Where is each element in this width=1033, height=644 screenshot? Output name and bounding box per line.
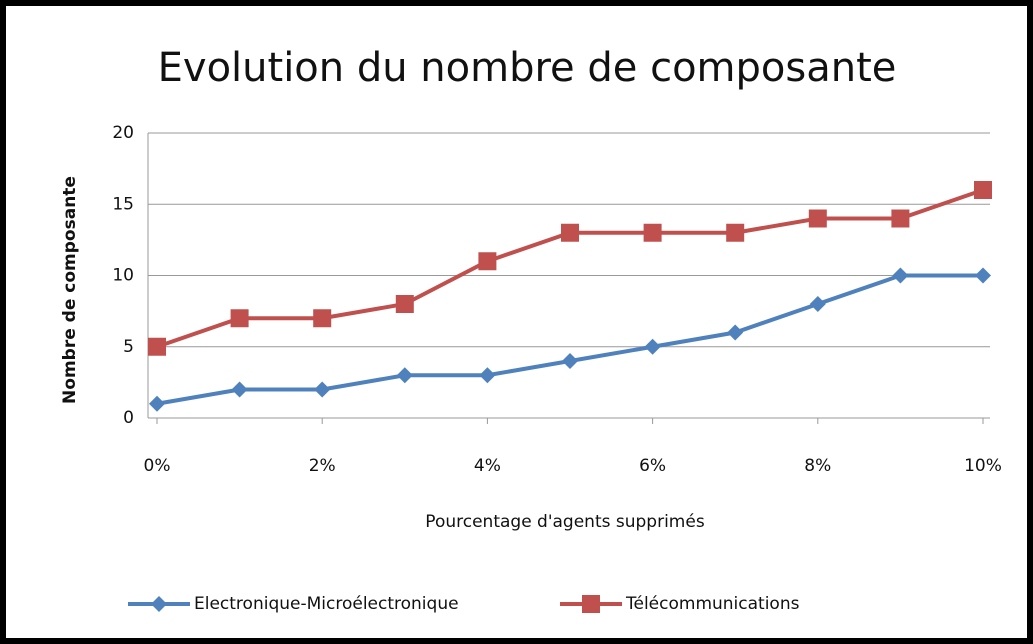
data-point xyxy=(975,267,991,284)
data-point xyxy=(314,381,331,398)
data-point xyxy=(644,338,661,355)
data-point xyxy=(561,223,579,242)
legend-label: Télécommunications xyxy=(625,594,800,614)
x-tick-label: 2% xyxy=(309,456,336,476)
data-point xyxy=(891,209,910,228)
legend-marker xyxy=(151,596,167,612)
y-tick-label: 15 xyxy=(112,194,134,214)
data-point xyxy=(479,367,496,384)
data-point xyxy=(562,353,578,369)
x-tick-label: 4% xyxy=(474,456,501,476)
data-point xyxy=(974,181,992,199)
x-tick-label: 8% xyxy=(804,456,831,476)
data-point xyxy=(230,309,249,328)
data-point xyxy=(809,296,826,312)
x-axis-label: Pourcentage d'agents supprimés xyxy=(425,512,705,532)
y-tick-label: 10 xyxy=(112,266,134,286)
y-axis-label: Nombre de composante xyxy=(60,176,80,404)
legend-marker xyxy=(582,595,600,613)
data-point xyxy=(149,395,165,412)
data-point xyxy=(726,223,745,242)
legend-label: Electronique-Microélectronique xyxy=(194,594,459,614)
y-tick-label: 5 xyxy=(123,337,134,357)
data-point xyxy=(727,324,744,341)
data-point xyxy=(643,223,662,242)
chart-title: Evolution du nombre de composante xyxy=(158,45,897,91)
data-point xyxy=(313,309,332,328)
data-point xyxy=(148,337,166,356)
data-point xyxy=(808,209,827,228)
data-point xyxy=(396,367,413,384)
data-point xyxy=(395,295,414,313)
x-tick-label: 0% xyxy=(144,456,171,476)
y-tick-label: 0 xyxy=(123,408,134,428)
data-point xyxy=(478,252,497,271)
x-tick-label: 6% xyxy=(639,456,666,476)
data-point xyxy=(892,267,909,284)
x-tick-label: 10% xyxy=(964,456,1002,476)
data-point xyxy=(231,381,248,398)
y-tick-label: 20 xyxy=(112,123,134,143)
